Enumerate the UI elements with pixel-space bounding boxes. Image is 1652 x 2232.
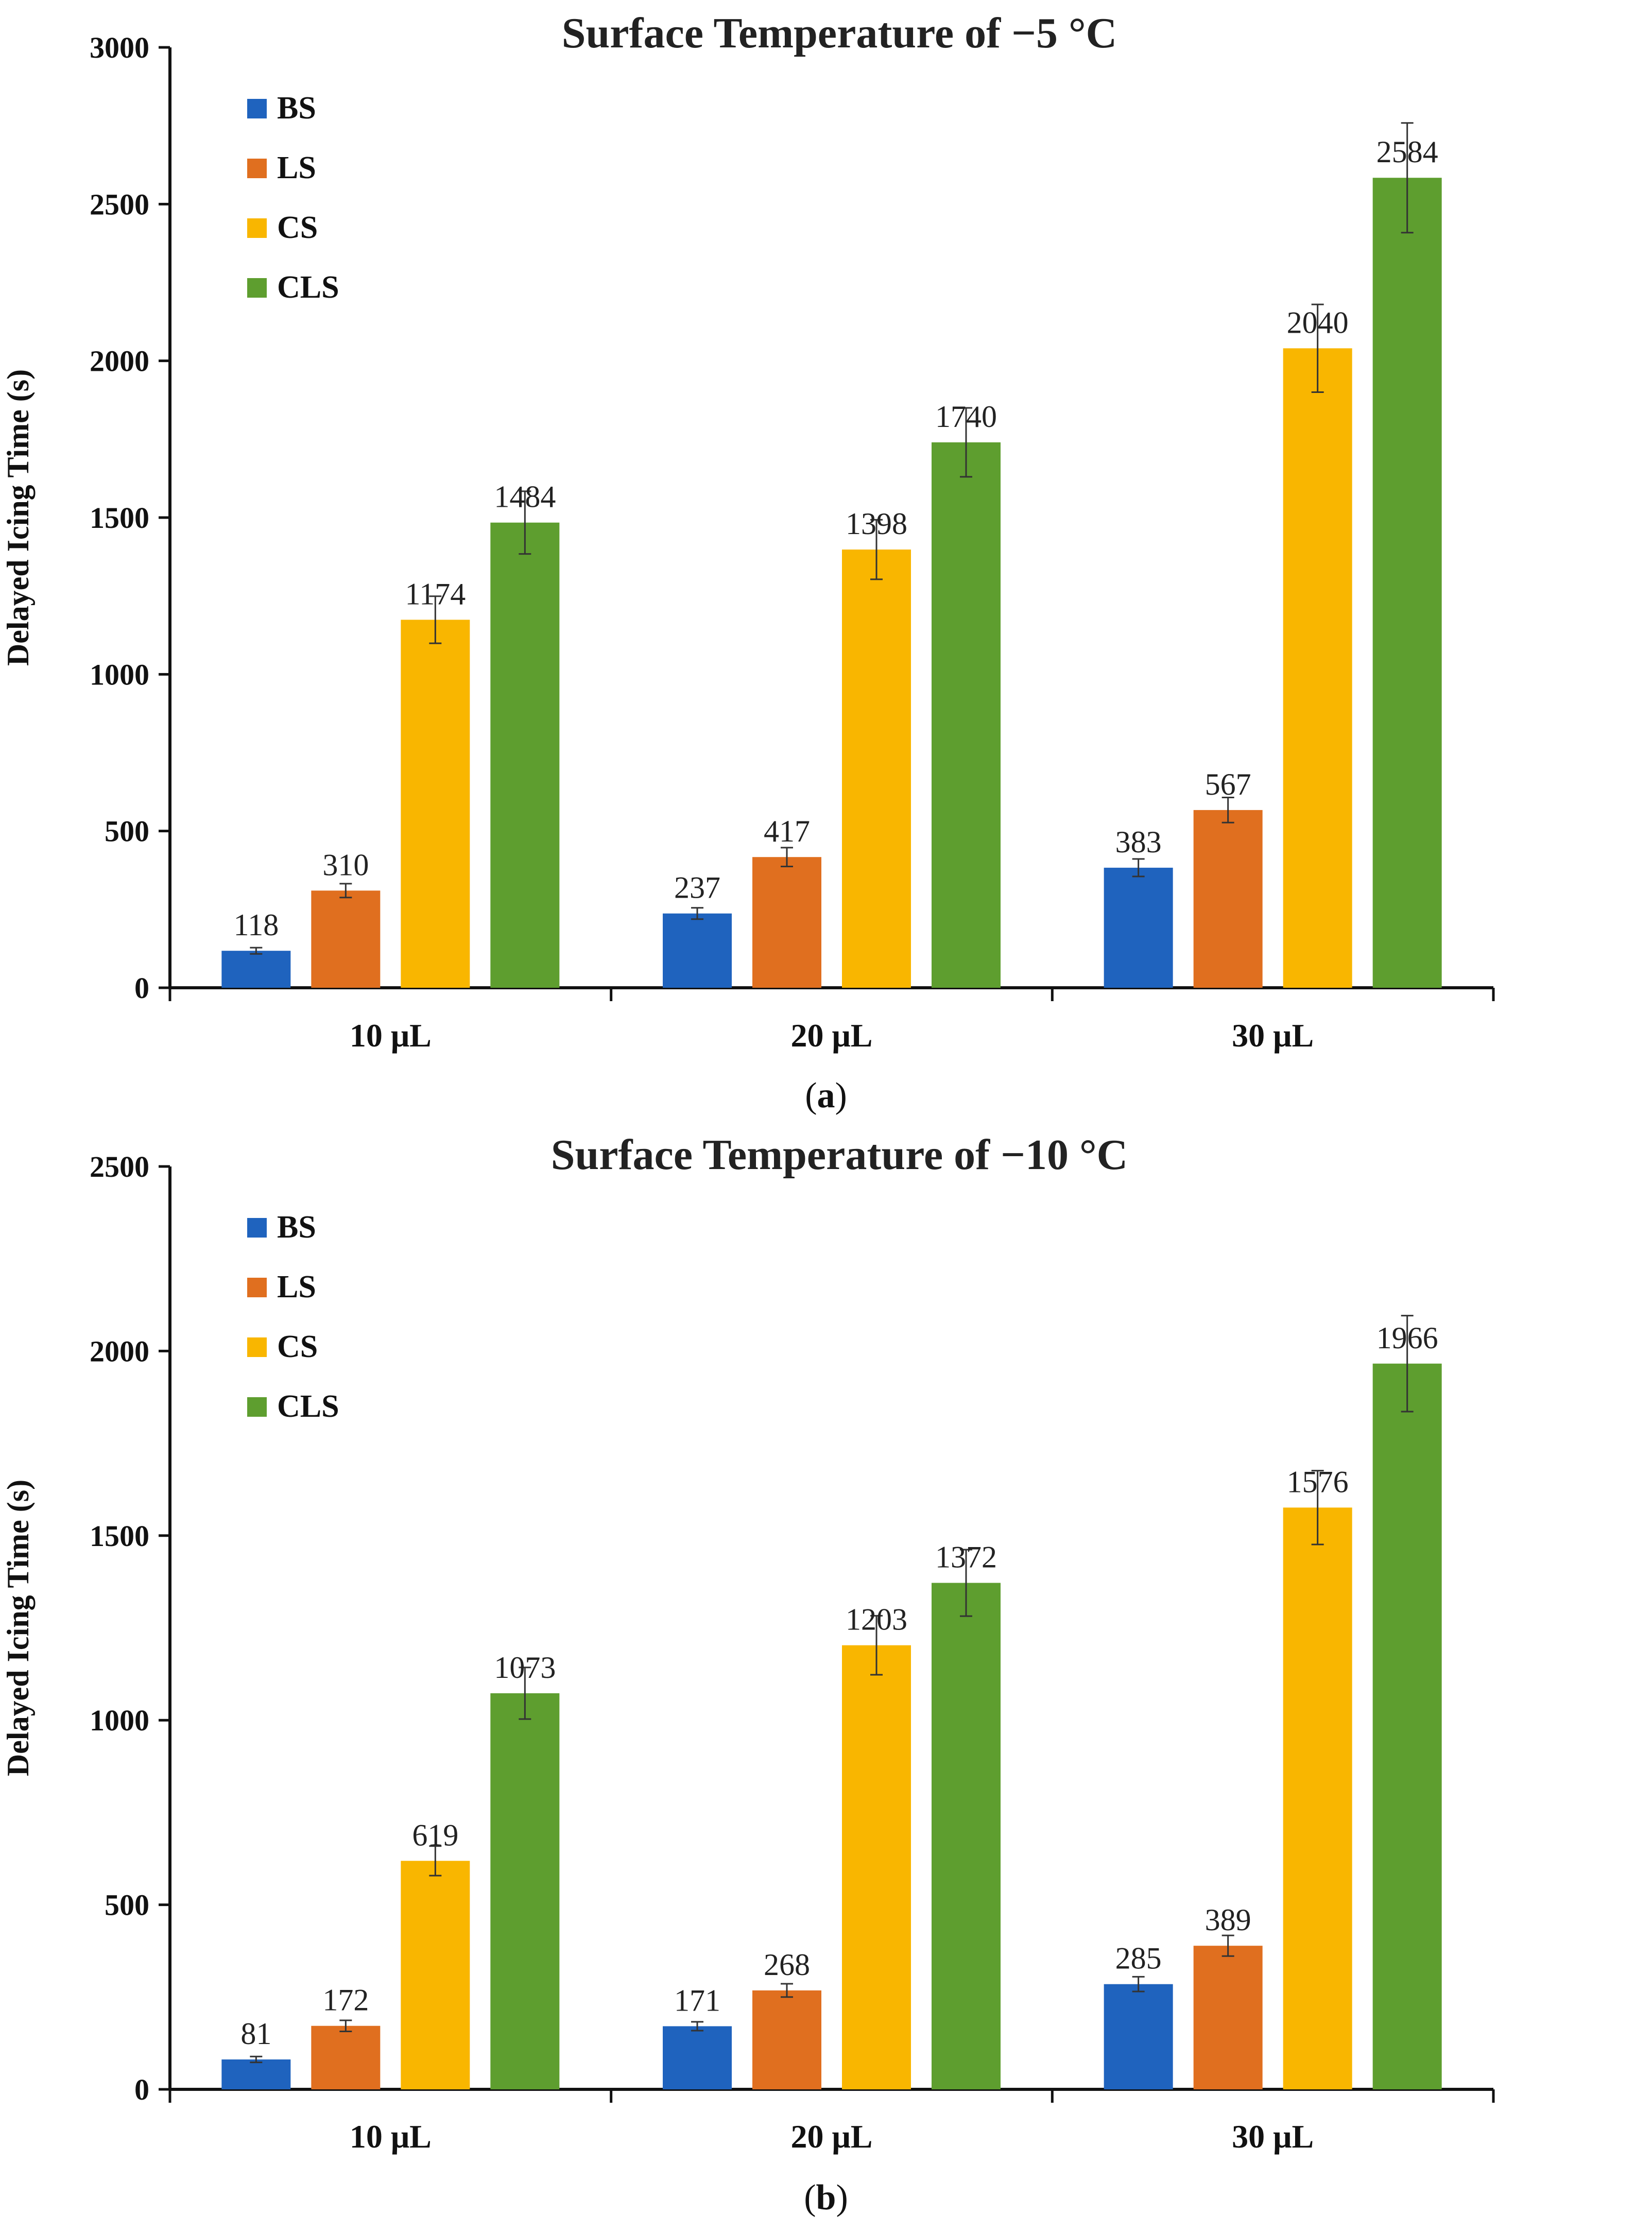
y-tick-label: 2000 [90, 345, 149, 378]
legend-swatch-cs [247, 1337, 267, 1357]
bar-ls [752, 1990, 821, 2089]
x-tick-label: 10 μL [350, 1017, 432, 1054]
data-label: 1576 [1287, 1465, 1349, 1499]
y-tick-label: 0 [134, 971, 149, 1005]
chart-panel-b: Surface Temperature of −10 °C Delayed Ici… [1, 1131, 1495, 2218]
x-tick-label: 30 μL [1232, 2118, 1314, 2155]
data-label: 1484 [494, 480, 556, 514]
data-label: 171 [674, 1983, 720, 2017]
legend-swatch-cs [247, 218, 267, 238]
legend-label-cs: CS [277, 210, 318, 245]
legend-label-cs: CS [277, 1329, 318, 1364]
legend-swatch-cls [247, 278, 267, 298]
x-tick-label: 30 μL [1232, 1017, 1314, 1054]
data-label: 2584 [1376, 135, 1438, 169]
bar-cs [401, 1861, 470, 2089]
bar-bs [221, 2059, 291, 2089]
data-label: 1203 [846, 1603, 907, 1637]
legend-swatch-ls [247, 1278, 267, 1297]
y-tick-label: 1500 [90, 1519, 149, 1553]
data-label: 237 [674, 871, 720, 905]
bar-cs [1283, 348, 1352, 988]
y-tick-label: 500 [105, 1888, 149, 1922]
bar-ls [752, 857, 821, 988]
bar-bs [663, 2026, 732, 2089]
data-label: 1398 [846, 507, 907, 541]
bar-cls [932, 1583, 1001, 2089]
y-tick-label: 2500 [90, 1150, 149, 1183]
y-tick-label: 1000 [90, 1704, 149, 1737]
data-label: 1174 [405, 577, 466, 611]
legend-swatch-bs [247, 1218, 267, 1238]
data-label: 619 [412, 1818, 458, 1852]
y-tick-label: 500 [105, 815, 149, 848]
y-axis-label: Delayed Icing Time (s) [1, 1480, 35, 1776]
y-tick-label: 3000 [90, 31, 149, 64]
legend-swatch-bs [247, 99, 267, 118]
bar-bs [1104, 1984, 1173, 2089]
bar-bs [221, 951, 291, 988]
data-label: 567 [1205, 767, 1251, 801]
panel-label: (b) [804, 2178, 848, 2218]
legend-swatch-ls [247, 159, 267, 178]
panel-label: (a) [805, 1076, 847, 1115]
bar-cs [401, 620, 470, 988]
data-label: 310 [322, 848, 369, 882]
legend-label-ls: LS [277, 150, 316, 185]
x-tick-label: 20 μL [791, 2118, 873, 2155]
chart-title: Surface Temperature of −10 °C [551, 1131, 1128, 1179]
bar-cs [842, 1645, 911, 2089]
legend-swatch-cls [247, 1397, 267, 1417]
bar-cs [1283, 1507, 1352, 2089]
bar-cls [932, 442, 1001, 988]
data-label: 81 [240, 2017, 271, 2051]
bar-cls [1372, 1363, 1442, 2089]
data-label: 417 [764, 814, 810, 848]
y-axis-label: Delayed Icing Time (s) [1, 369, 35, 666]
data-label: 389 [1205, 1903, 1251, 1937]
x-tick-label: 10 μL [350, 2118, 432, 2155]
legend-label-ls: LS [277, 1269, 316, 1304]
x-tick-label: 20 μL [791, 1017, 873, 1054]
y-tick-label: 0 [134, 2073, 149, 2106]
data-label: 172 [322, 1983, 369, 2017]
data-label: 1073 [494, 1651, 556, 1685]
bar-ls [1193, 810, 1263, 988]
bar-bs [1104, 867, 1173, 988]
data-label: 285 [1115, 1942, 1162, 1976]
y-tick-label: 1000 [90, 658, 149, 691]
data-label: 383 [1115, 825, 1162, 859]
data-label: 2040 [1287, 305, 1349, 339]
legend-label-bs: BS [277, 1210, 316, 1245]
legend-label-bs: BS [277, 91, 316, 126]
legend-label-cls: CLS [277, 270, 339, 305]
y-tick-label: 2000 [90, 1334, 149, 1368]
chart-title: Surface Temperature of −5 °C [562, 9, 1117, 57]
bar-ls [311, 2025, 381, 2089]
bar-cls [490, 522, 560, 988]
data-label: 1740 [935, 400, 997, 434]
data-label: 118 [233, 908, 279, 942]
bar-ls [1193, 1946, 1263, 2089]
legend-label-cls: CLS [277, 1389, 339, 1424]
bar-cls [490, 1693, 560, 2089]
bar-bs [663, 913, 732, 988]
data-label: 268 [764, 1948, 810, 1982]
y-tick-label: 2500 [90, 187, 149, 221]
bar-cs [842, 550, 911, 988]
data-label: 1966 [1376, 1321, 1438, 1355]
bar-ls [311, 890, 381, 988]
y-tick-label: 1500 [90, 501, 149, 535]
bar-cls [1372, 178, 1442, 988]
data-label: 1372 [935, 1540, 997, 1574]
chart-panel-a: Surface Temperature of −5 °C Delayed Icin… [1, 9, 1495, 1115]
